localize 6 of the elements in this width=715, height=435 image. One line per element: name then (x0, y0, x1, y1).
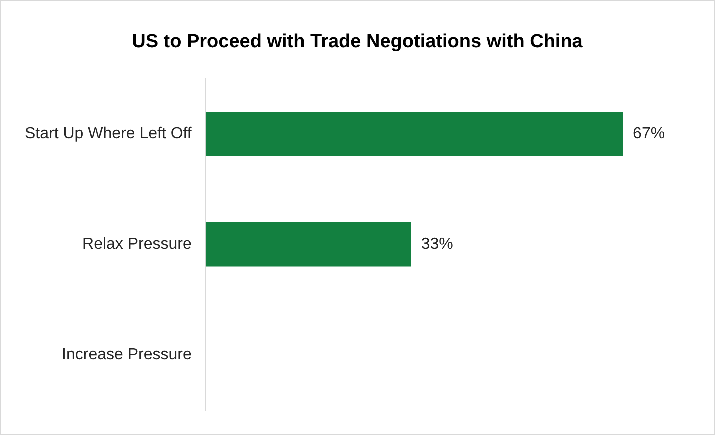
data-label: 33% (421, 236, 454, 254)
data-label: 67% (633, 125, 666, 142)
chart-title: US to Proceed with Trade Negotiations with China (132, 32, 584, 53)
y-tick-label: Increase Pressure (62, 346, 192, 364)
y-tick-label: Start Up Where Left Off (24, 125, 192, 142)
y-tick-label: Relax Pressure (82, 236, 192, 254)
